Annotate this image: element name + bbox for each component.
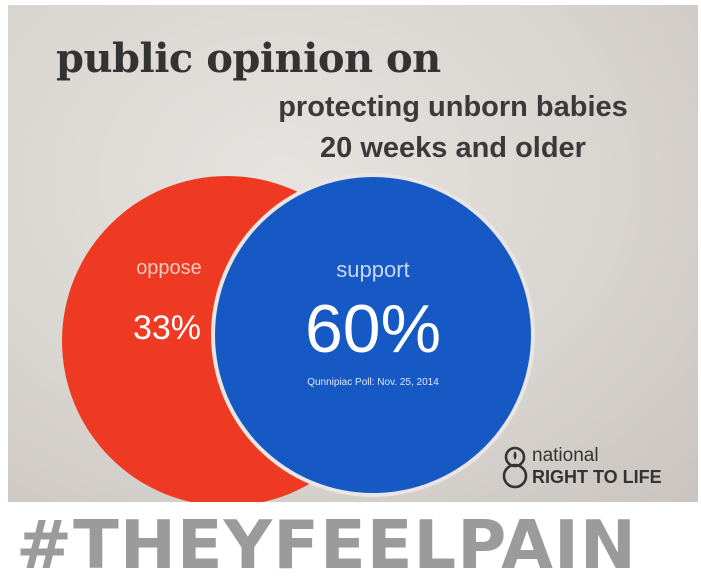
headline-subtitle-line1: protecting unborn babies: [278, 91, 628, 123]
oppose-percent: 33%: [132, 309, 202, 347]
headline-subtitle-line2: 20 weeks and older: [320, 132, 586, 164]
oppose-label: oppose: [136, 257, 202, 279]
headline-title: public opinion on: [56, 35, 441, 82]
logo-line2: RIGHT TO LIFE: [532, 467, 662, 487]
hashtag-banner: #THEYFEELPAIN: [16, 506, 638, 584]
support-percent: 60%: [304, 291, 442, 367]
infographic-panel: public opinion on protecting unborn babi…: [8, 5, 698, 502]
support-circle: [215, 177, 531, 493]
support-label: support: [336, 257, 410, 282]
logo-line1: national: [532, 445, 599, 466]
logo-mark-icon: [502, 446, 528, 489]
poll-source: Qunnipiac Poll: Nov. 25, 2014: [307, 377, 439, 388]
national-right-to-life-logo: national RIGHT TO LIFE: [502, 443, 694, 491]
